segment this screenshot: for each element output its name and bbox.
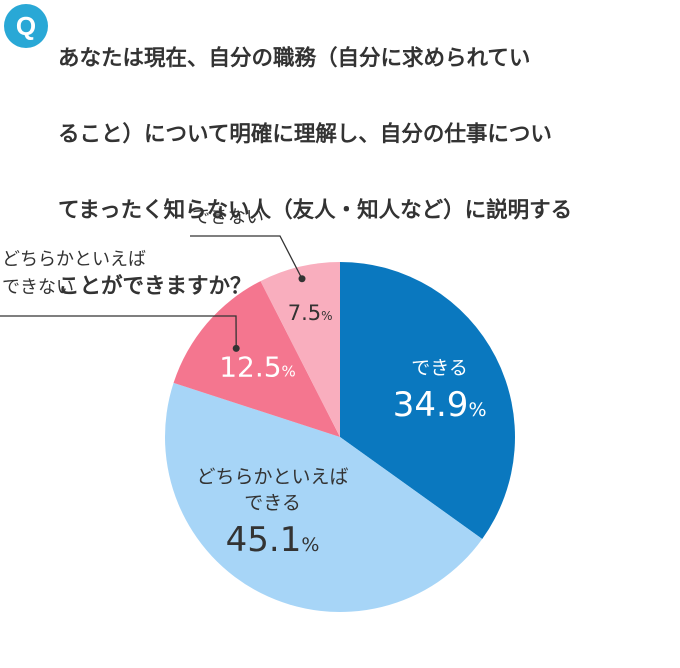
slice-category-label: できる bbox=[244, 492, 301, 514]
pie-slice-0 bbox=[340, 262, 515, 539]
slice-category-label: どちらかといえば bbox=[197, 466, 349, 488]
leader-dot-dekinai bbox=[298, 275, 306, 283]
slice-value-label: 34.9% bbox=[393, 385, 487, 425]
label-dochira-dekinai: どちらかといえば できない bbox=[2, 249, 146, 298]
slice-label-group-2: 12.5% bbox=[219, 350, 296, 383]
leader-dot-dochira-dekinai bbox=[232, 344, 240, 352]
slice-label-group-3: 7.5% bbox=[288, 301, 333, 325]
question-line: ことができますか？ bbox=[58, 274, 252, 299]
label-dekinai: できない bbox=[192, 207, 264, 228]
slice-label-group-0: できる 34.9% bbox=[393, 357, 487, 425]
pie-slice-3 bbox=[260, 262, 340, 437]
question-line: あなたは現在、自分の職務（自分に求められてい bbox=[58, 46, 531, 71]
leader-line-dochira-dekinai bbox=[0, 315, 237, 349]
question-line: てまったく知らない人（友人・知人など）に説明する bbox=[58, 198, 573, 223]
question-text: あなたは現在、自分の職務（自分に求められてい ること）について明確に理解し、自分… bbox=[58, 2, 676, 344]
question-badge: Q bbox=[4, 4, 48, 48]
question-line: ること）について明確に理解し、自分の仕事につい bbox=[58, 122, 552, 147]
slice-category-label: できる bbox=[411, 357, 468, 379]
slice-value-label: 12.5% bbox=[219, 350, 296, 383]
slice-value-label: 45.1% bbox=[226, 520, 320, 560]
leader-line-dekinai bbox=[190, 235, 303, 280]
pie-slice-2 bbox=[173, 281, 340, 437]
slice-value-label: 7.5% bbox=[288, 301, 333, 325]
pie-slice-1 bbox=[165, 382, 483, 612]
